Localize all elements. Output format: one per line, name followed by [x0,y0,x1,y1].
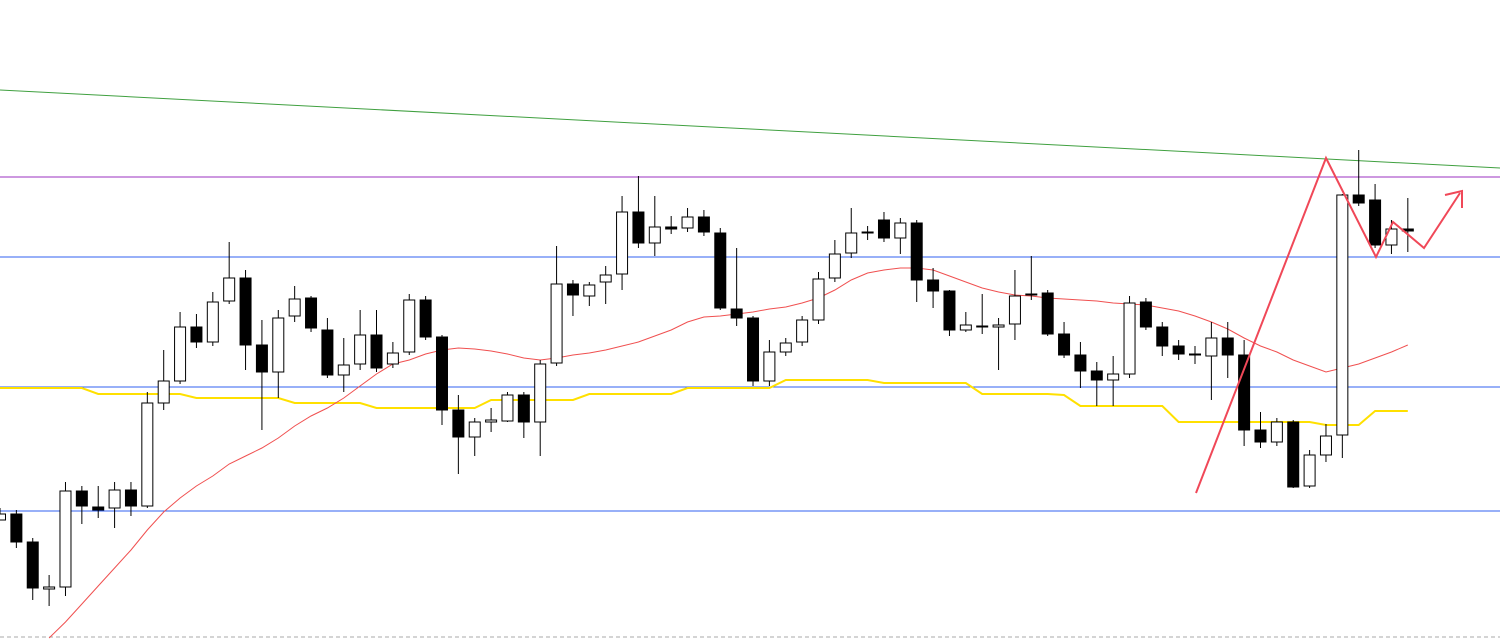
candle-body [305,297,318,329]
candle-body [648,226,661,244]
candle-body [861,231,874,234]
candle-body [1025,293,1038,296]
baseline-line [0,379,1408,426]
candle-body [1139,301,1152,328]
candles [0,150,1414,606]
candle-body [386,352,399,365]
candle-body [157,380,170,404]
candle-body [370,334,383,369]
candle-body [599,274,612,283]
candle-body [845,232,858,254]
candle-body [1008,295,1021,325]
candle-body [141,402,154,507]
candle-body [1270,421,1283,443]
candle-body [550,283,563,364]
indicators [0,267,1408,639]
trend-line [0,89,1500,169]
candle-body [1189,353,1202,356]
arrow-head [1444,189,1463,208]
candle-body [959,324,972,331]
candle-body [632,211,645,244]
candle-body [255,344,268,373]
candle-body [403,299,416,353]
candle-body [812,278,825,321]
candle-body [1254,429,1267,443]
candle-body [534,363,547,423]
candle-body [828,253,841,279]
candle-body [452,409,465,438]
candle-body [92,506,105,511]
candle-body [681,216,694,229]
candle-body [730,308,743,319]
candle-body [1090,370,1103,381]
candle-body [1287,421,1300,488]
candle-body [1123,302,1136,375]
candle-body [59,490,72,588]
candle-body [26,541,39,589]
candle-body [1205,337,1218,357]
candle-body [124,489,137,507]
candle-body [206,301,219,343]
candle-body [435,336,448,411]
candle-body [616,211,629,275]
candle-body [517,394,530,423]
candle-body [288,298,301,317]
candle-body [321,329,334,376]
zigzag-arrow [1195,155,1461,494]
candle-body [877,219,890,239]
candle-body [910,222,923,281]
candle-body [1352,194,1365,204]
candle-body [1238,354,1251,431]
candle-body [501,394,514,422]
candle-body [1156,326,1169,347]
candle-body [419,299,432,338]
candle-body [779,342,792,353]
candle-body [583,284,596,297]
candle-body [976,325,989,328]
candle-body [566,283,579,296]
candle-body [894,222,907,239]
candle-body [1369,199,1382,246]
candle-body [108,489,121,509]
candle-body [1058,333,1071,356]
candle-body [43,586,56,590]
annotation-arrows [1195,155,1463,494]
candle-body [174,326,187,382]
candle-body [10,513,23,543]
candle-body [763,351,776,382]
candle-body [1221,337,1234,356]
candle-body [665,226,678,230]
moving-average-line [48,267,1408,639]
candle-body [272,317,285,373]
candle-body [1107,373,1120,381]
candle-body [0,513,6,521]
candle-body [1074,354,1087,372]
candle-body [714,232,727,309]
levels [0,176,1500,512]
candle-body [796,319,809,343]
candle-body [747,317,760,382]
candle-body [223,277,236,302]
candle-body [468,421,481,438]
candle-body [1172,345,1185,355]
candle-body [992,324,1005,328]
candle-body [1041,292,1054,335]
candle-body [697,216,710,233]
candle-body [1336,194,1349,436]
candle-body [190,326,203,343]
candle-body [943,290,956,331]
candle-body [354,334,367,365]
candle-body [337,364,350,376]
candle-body [239,277,252,346]
candle-body [927,279,940,292]
candle-body [485,419,498,423]
candle-body [75,490,88,507]
candle-body [1319,435,1332,456]
candle-body [1303,454,1316,487]
